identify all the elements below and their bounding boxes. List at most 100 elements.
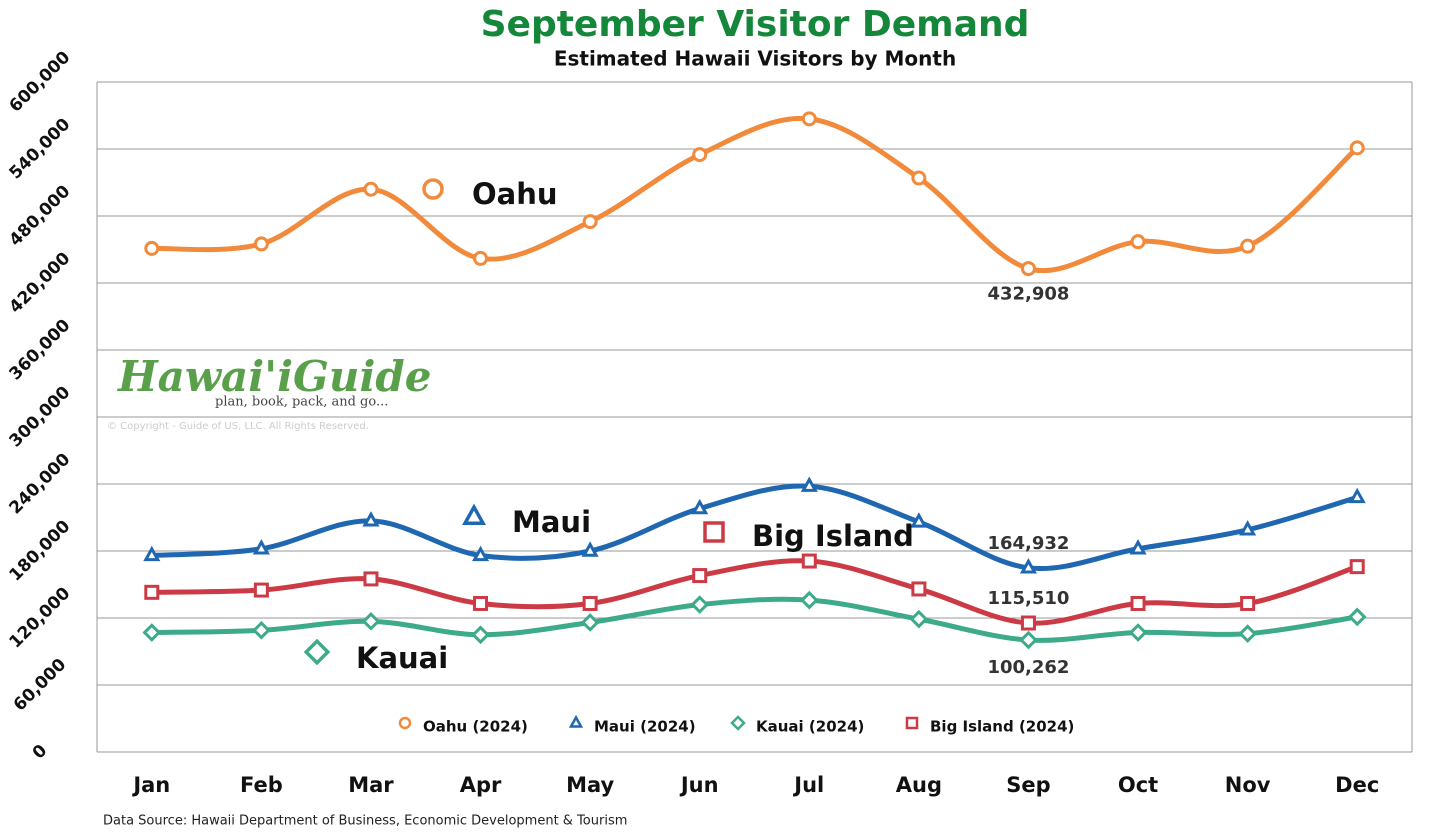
legend-marker <box>568 714 584 728</box>
marker <box>363 571 379 587</box>
x-tick-label: Jan <box>131 773 170 797</box>
marker <box>1240 238 1256 254</box>
marker <box>799 590 819 610</box>
marker <box>253 236 269 252</box>
x-tick-label: Nov <box>1225 773 1271 797</box>
series-label: Oahu <box>472 177 558 211</box>
y-tick-label: 120,000 <box>6 583 75 652</box>
marker <box>252 620 271 640</box>
marker <box>142 623 162 642</box>
series-line <box>151 558 1359 626</box>
label-marker <box>703 521 725 543</box>
marker <box>363 181 379 197</box>
marker <box>582 214 598 230</box>
legend-label: Oahu (2024) <box>423 718 528 736</box>
marker <box>1019 558 1038 574</box>
series-label: Maui <box>512 505 591 539</box>
label-marker <box>462 503 486 526</box>
marker <box>253 582 269 598</box>
label-marker <box>303 638 331 666</box>
marker <box>143 545 161 562</box>
marker <box>1240 595 1256 611</box>
series-label: Big Island <box>752 519 914 553</box>
marker <box>471 545 490 562</box>
marker <box>801 111 817 127</box>
marker <box>1347 607 1367 627</box>
data-label: 164,932 <box>987 533 1069 554</box>
marker <box>690 595 710 614</box>
legend-marker <box>730 715 746 731</box>
legend-label: Maui (2024) <box>594 718 696 736</box>
x-tick-label: Feb <box>240 773 283 797</box>
marker <box>911 581 927 597</box>
legend-marker <box>905 716 919 730</box>
x-tick-label: Dec <box>1335 773 1379 797</box>
marker <box>1349 559 1365 575</box>
y-tick-label: 540,000 <box>6 114 75 183</box>
data-label: 432,908 <box>987 284 1069 305</box>
marker <box>471 625 490 645</box>
series-line <box>151 483 1358 572</box>
x-tick-label: Apr <box>460 773 502 797</box>
x-tick-label: May <box>566 773 614 797</box>
marker <box>801 553 817 569</box>
series-line <box>151 596 1358 643</box>
y-tick-label: 60,000 <box>10 655 71 716</box>
y-tick-label: 180,000 <box>6 516 75 585</box>
chart-subtitle: Estimated Hawaii Visitors by Month <box>554 47 956 71</box>
marker <box>1130 234 1146 250</box>
watermark-copyright: © Copyright - Guide of US, LLC. All Righ… <box>107 421 369 432</box>
marker <box>909 609 929 629</box>
series-line <box>151 115 1359 274</box>
marker <box>691 498 709 515</box>
data-label: 100,262 <box>987 657 1069 678</box>
marker <box>911 170 927 186</box>
marker <box>1128 623 1148 642</box>
x-tick-label: Jul <box>792 773 824 797</box>
x-tick-label: Oct <box>1118 773 1158 797</box>
x-tick-label: Mar <box>348 773 394 797</box>
x-tick-label: Aug <box>896 773 942 797</box>
label-marker <box>422 178 444 200</box>
marker <box>252 539 270 555</box>
marker <box>800 476 818 492</box>
marker <box>473 595 489 611</box>
marker <box>581 541 599 557</box>
y-tick-label: 0 <box>29 741 52 764</box>
marker <box>144 240 160 256</box>
series-label: Kauai <box>356 641 448 675</box>
marker <box>692 568 708 584</box>
marker <box>1349 140 1365 156</box>
x-tick-label: Jun <box>679 773 719 797</box>
legend-label: Kauai (2024) <box>756 718 864 736</box>
marker <box>1239 520 1257 536</box>
marker <box>1130 595 1146 611</box>
marker <box>361 612 381 631</box>
y-tick-label: 240,000 <box>6 449 75 518</box>
y-tick-label: 300,000 <box>6 382 75 451</box>
y-tick-label: 600,000 <box>6 47 75 116</box>
source-note: Data Source: Hawaii Department of Busine… <box>103 814 627 829</box>
marker <box>582 595 598 611</box>
marker <box>1348 487 1366 504</box>
watermark-tagline: plan, book, pack, and go... <box>215 395 388 410</box>
marker <box>362 511 380 527</box>
marker <box>1238 624 1257 643</box>
marker <box>910 512 928 528</box>
y-tick-label: 360,000 <box>6 315 75 384</box>
marker <box>1129 539 1147 555</box>
legend-marker <box>398 716 412 730</box>
marker <box>580 613 600 632</box>
chart-title: September Visitor Demand <box>481 4 1030 45</box>
marker <box>1019 630 1038 650</box>
marker <box>473 250 489 266</box>
x-tick-label: Sep <box>1006 773 1050 797</box>
legend-label: Big Island (2024) <box>930 718 1074 736</box>
marker <box>144 584 160 600</box>
y-tick-label: 480,000 <box>6 181 75 250</box>
y-tick-label: 420,000 <box>6 248 75 317</box>
watermark-logo: Hawai'iGuide <box>117 352 431 401</box>
marker <box>1020 261 1036 277</box>
